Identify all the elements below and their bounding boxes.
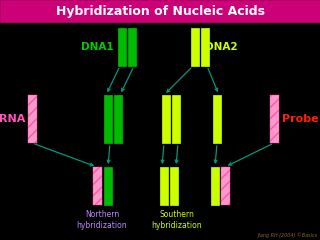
Text: Probe: Probe	[282, 114, 319, 124]
Bar	[160, 167, 168, 205]
Bar	[191, 28, 199, 66]
Bar	[0, 0, 320, 22]
Bar	[221, 167, 230, 205]
Bar	[162, 95, 170, 143]
Text: Southern
hybridization: Southern hybridization	[152, 210, 202, 230]
Bar	[172, 95, 180, 143]
Text: RNA: RNA	[0, 114, 25, 124]
Bar	[201, 28, 209, 66]
Bar	[104, 95, 112, 143]
Bar	[93, 167, 102, 205]
Bar	[211, 167, 219, 205]
Bar	[118, 28, 126, 66]
Bar	[270, 95, 279, 143]
Bar	[128, 28, 136, 66]
Text: DNA1: DNA1	[81, 42, 114, 52]
Bar	[114, 95, 122, 143]
Bar	[28, 95, 37, 143]
Bar	[104, 167, 112, 205]
Text: Northern
hybridization: Northern hybridization	[77, 210, 127, 230]
Text: DNA2: DNA2	[205, 42, 238, 52]
Text: Hybridization of Nucleic Acids: Hybridization of Nucleic Acids	[55, 5, 265, 18]
Text: Jiang RH (2004) ©Basics: Jiang RH (2004) ©Basics	[258, 232, 318, 238]
Bar	[170, 167, 178, 205]
Bar	[213, 95, 221, 143]
